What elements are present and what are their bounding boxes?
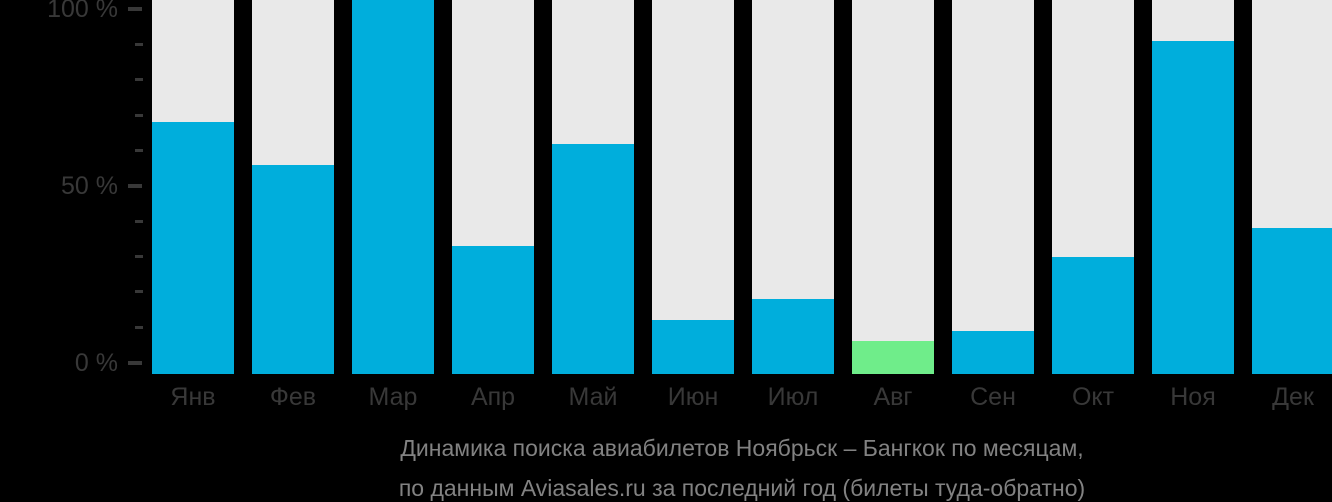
bar-fill: [1252, 228, 1332, 374]
bar-track: [552, 0, 634, 374]
bar-fill: [452, 246, 534, 374]
x-axis-label: Авг: [873, 383, 913, 411]
y-axis-tick-minor: [135, 325, 143, 329]
bar-fill: [752, 299, 834, 374]
bar-fill: [552, 144, 634, 374]
bar-fill: [252, 165, 334, 374]
y-axis-tick-minor: [135, 43, 143, 47]
chart-subtitle: по данным Aviasales.ru за последний год …: [398, 475, 1086, 501]
bar-fill: [652, 320, 734, 374]
bar-track: [752, 0, 834, 374]
y-axis-label: 50 %: [61, 171, 118, 200]
x-axis-label: Фев: [269, 383, 317, 411]
y-axis-tick-minor: [135, 219, 143, 223]
y-axis-tick-major: [128, 183, 142, 188]
bar-fill: [1052, 257, 1134, 374]
x-axis-label: Ноя: [1170, 383, 1216, 411]
x-axis-label: Мар: [368, 383, 418, 411]
x-axis-label: Апр: [470, 383, 516, 411]
bar-track: [252, 0, 334, 374]
y-axis-tick-major: [128, 360, 142, 365]
x-axis-label: Май: [568, 383, 618, 411]
y-axis-tick-minor: [135, 255, 143, 259]
y-axis-tick-minor: [135, 149, 143, 153]
chart-title: Динамика поиска авиабилетов Ноябрьск – Б…: [400, 435, 1084, 461]
bar-track: [1052, 0, 1134, 374]
chart-caption: Динамика поиска авиабилетов Ноябрьск – Б…: [152, 428, 1332, 502]
x-axis-label: Сен: [970, 383, 1016, 411]
y-axis-label: 100 %: [47, 0, 118, 24]
bar-track: [152, 0, 234, 374]
bar-track: [352, 0, 434, 374]
bar-fill: [352, 0, 434, 374]
bar-fill: [1152, 41, 1234, 374]
x-axis-label: Янв: [170, 383, 216, 411]
bar-track: [1152, 0, 1234, 374]
bar-fill: [152, 122, 234, 374]
bar-fill: [952, 331, 1034, 374]
x-axis-label: Дек: [1272, 383, 1314, 411]
bar-track: [452, 0, 534, 374]
y-axis-tick-major: [128, 7, 142, 12]
plot-area: [152, 0, 1332, 374]
y-axis-tick-minor: [135, 78, 143, 82]
bar-track: [852, 0, 934, 374]
bar-track: [1252, 0, 1332, 374]
x-axis-label: Июн: [667, 383, 719, 411]
y-axis-label: 0 %: [74, 348, 118, 377]
x-axis-label: Июл: [767, 383, 819, 411]
y-axis-tick-minor: [135, 113, 143, 117]
bar-track: [952, 0, 1034, 374]
y-axis-tick-minor: [135, 290, 143, 294]
x-axis-label: Окт: [1071, 383, 1115, 411]
bar-fill-highlight: [852, 341, 934, 374]
bar-track: [652, 0, 734, 374]
